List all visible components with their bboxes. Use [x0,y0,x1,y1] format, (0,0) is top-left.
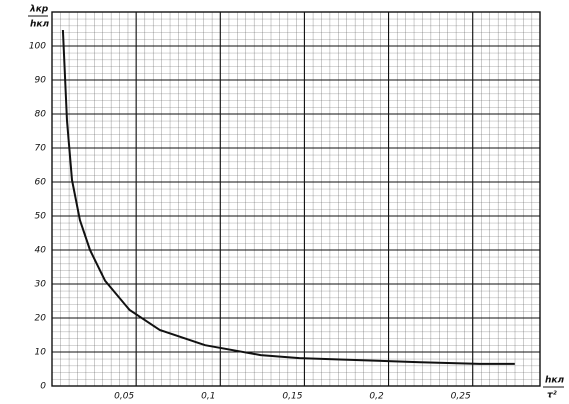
x-tick-label: 0,2 [369,392,384,402]
y-tick-label: 10 [35,348,47,358]
y-axis-label-top: λкр [29,5,49,15]
y-tick-label: 30 [35,280,47,290]
x-tick-label: 0,15 [282,392,302,402]
x-tick-label: 0,05 [114,392,134,402]
x-axis-label-bottom: τ² [547,391,557,401]
y-tick-label: 70 [35,144,47,154]
y-tick-label: 80 [35,110,47,120]
x-tick-label: 0,1 [201,392,215,402]
y-tick-label: 90 [35,76,47,86]
x-tick-label: 0,25 [451,392,471,402]
y-tick-label: 20 [35,314,47,324]
y-axis-label-bottom: hкл [30,20,50,30]
y-tick-label: 60 [35,178,47,188]
data-line [61,29,515,365]
graph-paper [52,12,540,386]
y-tick-label: 40 [35,246,47,256]
plot-frame [51,11,541,387]
y-tick-label: 50 [35,212,47,222]
y-tick-label: 0 [40,382,46,392]
y-tick-label: 100 [29,42,46,52]
x-axis-label-top: hкл [545,376,565,386]
